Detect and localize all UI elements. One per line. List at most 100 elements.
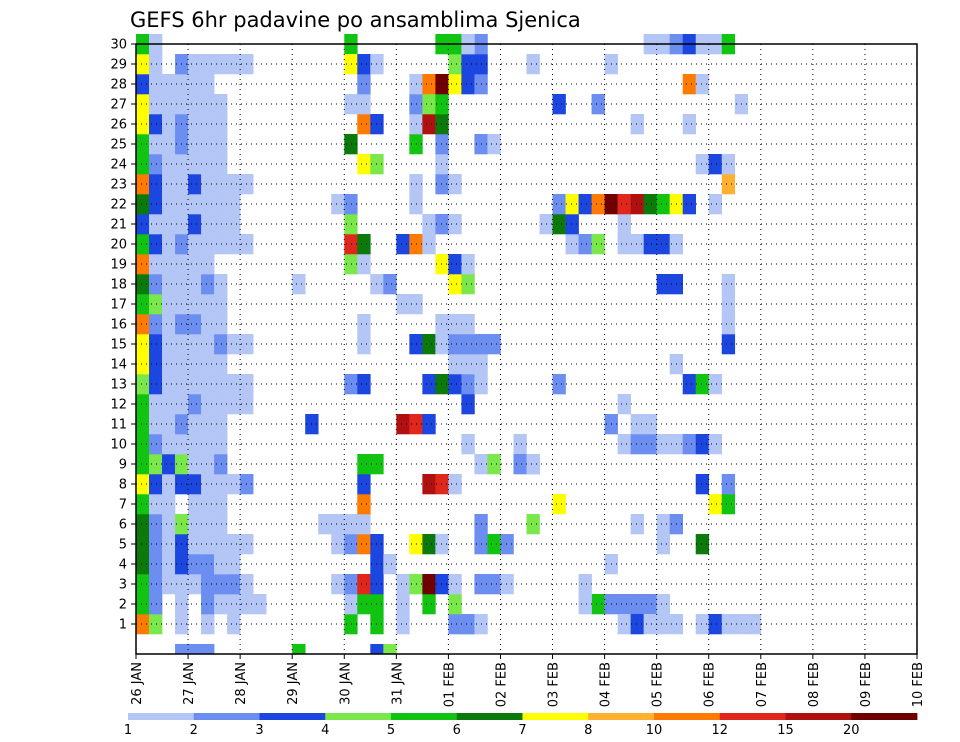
heatmap-cell [552, 94, 566, 115]
heatmap-cell [630, 234, 644, 255]
heatmap-cell [201, 174, 215, 195]
heatmap-cell [630, 114, 644, 135]
heatmap-cell [149, 114, 163, 135]
heatmap-cell [565, 214, 579, 235]
heatmap-cell [461, 394, 475, 415]
x-tick-label: 08 FEB [807, 662, 822, 707]
heatmap-cell [149, 414, 163, 435]
heatmap-cell [435, 154, 449, 175]
heatmap-cell [149, 294, 163, 315]
heatmap-cell [162, 234, 176, 255]
colorbar-swatch [193, 713, 260, 720]
colorbar-label: 10 [646, 723, 663, 738]
colorbar-swatch [391, 713, 458, 720]
heatmap-cell [162, 574, 176, 595]
heatmap-cell [526, 514, 540, 535]
heatmap-cell [422, 114, 436, 135]
heatmap-cell [656, 534, 670, 555]
y-tick-label: 5 [119, 538, 127, 553]
heatmap-cell [201, 534, 215, 555]
heatmap-cell [188, 294, 202, 315]
heatmap-cell [383, 554, 397, 575]
heatmap-cell [656, 434, 670, 455]
heatmap-cell [435, 174, 449, 195]
heatmap-cell [136, 114, 150, 135]
heatmap-cell [357, 474, 371, 495]
heatmap-cell [188, 234, 202, 255]
heatmap-cell [214, 534, 228, 555]
colorbar-label: 20 [843, 723, 860, 738]
gridlines [136, 43, 917, 654]
heatmap-cell [656, 274, 670, 295]
x-tick-label: 10 FEB [911, 662, 926, 707]
heatmap-cell [552, 494, 566, 515]
heatmap-cell [227, 334, 241, 355]
heatmap-cell [201, 334, 215, 355]
heatmap-cell [149, 314, 163, 335]
colorbar-swatch [588, 713, 655, 720]
heatmap-cell [188, 174, 202, 195]
heatmap-cell [149, 474, 163, 495]
y-tick-label: 9 [119, 458, 127, 473]
heatmap-cell [136, 314, 150, 335]
heatmap-cell [656, 614, 670, 635]
x-tick-label: 30 JAN [338, 662, 353, 705]
colorbar-label: 12 [711, 723, 728, 738]
heatmap-cell [370, 644, 384, 655]
heatmap-cell [396, 414, 410, 435]
heatmap-cell [162, 434, 176, 455]
heatmap-cell [162, 134, 176, 155]
heatmap-cell [617, 394, 631, 415]
heatmap-cell [162, 354, 176, 375]
heatmap-cell [422, 474, 436, 495]
heatmap-cell [214, 474, 228, 495]
heatmap-cell [344, 514, 358, 535]
heatmap-cell [435, 114, 449, 135]
heatmap-cell [422, 214, 436, 235]
heatmap-cell [435, 94, 449, 115]
heatmap-cell [461, 274, 475, 295]
heatmap-cell [552, 214, 566, 235]
heatmap-cell [188, 514, 202, 535]
y-tick-label: 23 [110, 178, 127, 193]
heatmap-cell [227, 574, 241, 595]
heatmap-cell [422, 234, 436, 255]
heatmap-cell [591, 94, 605, 115]
heatmap-cell [448, 254, 462, 275]
heatmap-cell [136, 494, 150, 515]
heatmap-cell [162, 174, 176, 195]
heatmap-cell [201, 254, 215, 275]
heatmap-cell [214, 94, 228, 115]
heatmap-cell [201, 354, 215, 375]
heatmap-cell [357, 594, 371, 615]
heatmap-cell [162, 454, 176, 475]
heatmap-cell [214, 454, 228, 475]
heatmap-cell [227, 374, 241, 395]
x-tick-label: 28 JAN [234, 662, 249, 705]
heatmap-cell [682, 74, 697, 95]
y-tick-label: 4 [119, 558, 127, 573]
heatmap-cell [201, 234, 215, 255]
heatmap-cell [136, 94, 150, 115]
chart-title: GEFS 6hr padavine po ansamblima Sjenica [130, 8, 581, 32]
heatmap-cell [578, 194, 592, 215]
heatmap-cell [162, 514, 176, 535]
heatmap-cell [201, 94, 215, 115]
heatmap-cell [435, 474, 449, 495]
heatmap-cell [721, 614, 736, 635]
heatmap-cell [617, 614, 631, 635]
x-tick-label: 03 FEB [547, 662, 562, 707]
heatmap-cell [149, 354, 163, 375]
heatmap-cell [448, 174, 462, 195]
heatmap-cell [578, 234, 592, 255]
heatmap-cell [214, 154, 228, 175]
y-tick-label: 15 [110, 338, 127, 353]
heatmap-cell [136, 594, 150, 615]
heatmap-cell [448, 74, 462, 95]
y-tick-label: 18 [110, 278, 127, 293]
heatmap-cell [422, 574, 436, 595]
heatmap-cell [149, 154, 163, 175]
heatmap-cell [708, 494, 723, 515]
heatmap-cell [149, 54, 163, 75]
heatmap-cell [435, 214, 449, 235]
